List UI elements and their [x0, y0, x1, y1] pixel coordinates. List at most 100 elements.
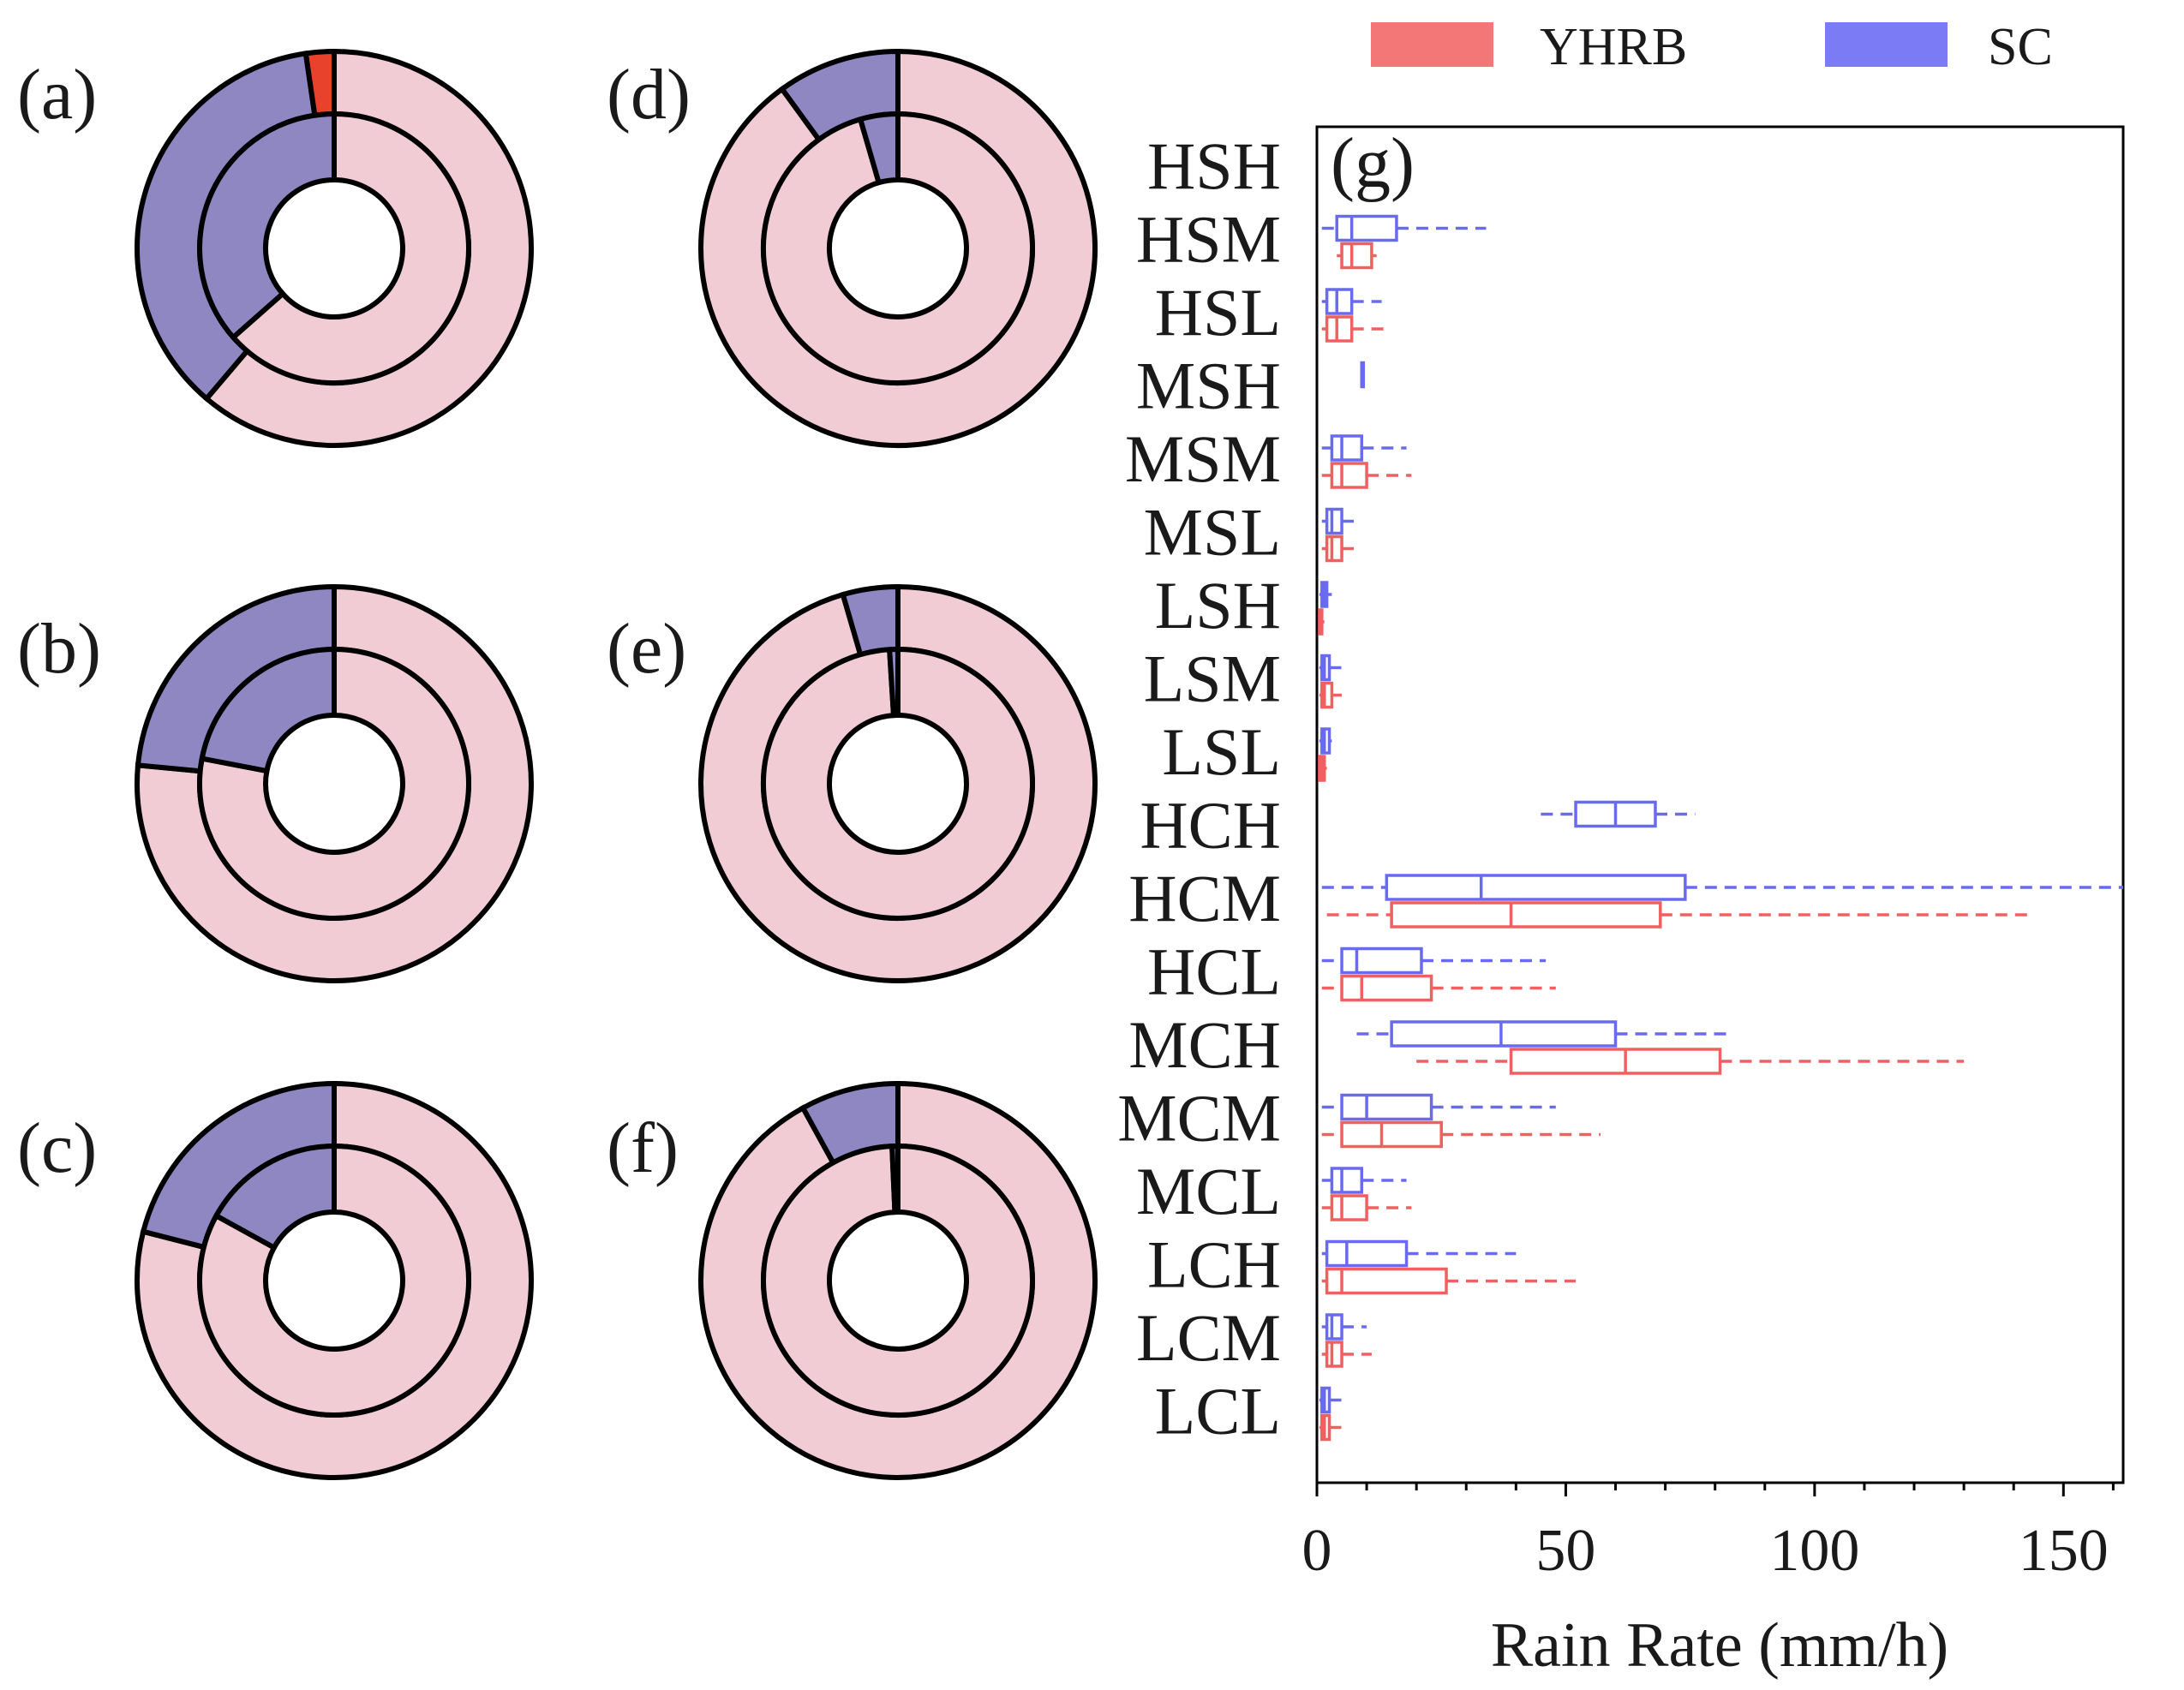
panel-label-a: (a): [17, 55, 97, 134]
box-yhrb-mcl: [1321, 1194, 1412, 1221]
legend: YHRB SC: [1371, 18, 2053, 76]
category-label-mch: MCH: [1128, 1007, 1281, 1082]
iqr-box: [1325, 507, 1343, 535]
box-yhrb-hsm: [1337, 242, 1377, 270]
iqr-box: [1340, 974, 1433, 1002]
x-axis-label: Rain Rate (mm/h): [1491, 1610, 1948, 1681]
box-sc-lcm: [1321, 1313, 1367, 1341]
panel-label-g: (g): [1331, 123, 1415, 203]
donut-inner-slice-pink: [760, 1143, 1035, 1418]
x-tick-label-0: 0: [1302, 1518, 1332, 1584]
iqr-box: [1335, 214, 1398, 242]
box-yhrb-mcm: [1321, 1120, 1601, 1149]
panel-label-d: (d): [607, 55, 691, 134]
iqr-box: [1325, 315, 1354, 343]
category-label-lcm: LCM: [1136, 1300, 1281, 1375]
donut-inner-slice-purple: [197, 110, 337, 342]
iqr-box: [1330, 1194, 1368, 1221]
category-label-mcl: MCL: [1136, 1154, 1281, 1228]
donut-inner-slice-pink: [761, 110, 1035, 385]
iqr-box: [1385, 874, 1687, 901]
box-sc-hcl: [1321, 947, 1547, 975]
box-sc-hch: [1541, 800, 1696, 828]
panel-label-b: (b): [17, 609, 101, 689]
category-label-mcm: MCM: [1117, 1081, 1281, 1156]
category-label-lsl: LSL: [1162, 714, 1281, 789]
iqr-box: [1325, 1313, 1343, 1341]
box-sc-mcl: [1321, 1167, 1407, 1194]
category-label-lch: LCH: [1147, 1227, 1281, 1302]
box-yhrb-lsl: [1318, 755, 1327, 782]
box-sc-hsm: [1321, 214, 1487, 242]
box-sc-mch: [1356, 1020, 1731, 1048]
iqr-box: [1340, 242, 1373, 270]
box-sc-msm: [1321, 434, 1407, 462]
legend-swatch-sc: [1825, 22, 1948, 67]
boxplot-panel: (g) HSHHSMHSLMSHMSMMSLLSHLSMLSLHCHHCMHCL…: [1117, 123, 2125, 1681]
category-label-hch: HCH: [1140, 788, 1281, 863]
category-label-msh: MSH: [1136, 349, 1281, 423]
panel-label-c: (c): [17, 1108, 97, 1188]
box-sc-lsl: [1319, 727, 1332, 755]
donut-chart-e: [698, 583, 1098, 983]
category-label-lcl: LCL: [1155, 1374, 1281, 1448]
category-label-hsl: HSL: [1155, 275, 1281, 349]
box-yhrb-hcl: [1321, 974, 1556, 1002]
donut-chart-b: [135, 583, 534, 983]
donut-inner-slice-purple: [886, 646, 901, 719]
x-tick-label-50: 50: [1535, 1518, 1595, 1584]
x-axis: 0 50 100 150: [1302, 1483, 2115, 1584]
box-yhrb-hcm: [1326, 901, 2034, 929]
box-yhrb-lch: [1321, 1267, 1577, 1295]
category-label-lsm: LSM: [1144, 642, 1281, 716]
iqr-box: [1330, 434, 1364, 462]
donut-inner-slice-purple: [889, 1143, 901, 1215]
legend-swatch-yhrb: [1371, 22, 1493, 67]
donut-inner-slice-purple: [857, 110, 901, 186]
iqr-box: [1325, 1239, 1409, 1268]
box-sc-lch: [1321, 1239, 1517, 1268]
iqr-box: [1325, 288, 1354, 315]
donut-inner-slice-pink: [197, 1143, 471, 1418]
category-label-hsh: HSH: [1147, 128, 1281, 203]
donut-inner-slice-pink: [197, 646, 471, 921]
iqr-box: [1330, 1167, 1364, 1194]
box-yhrb-hsl: [1321, 315, 1387, 343]
box-sc-mcm: [1321, 1093, 1556, 1121]
panel-label-e: (e): [607, 609, 686, 689]
iqr-box: [1330, 462, 1368, 489]
legend-label-yhrb: YHRB: [1540, 18, 1687, 76]
donut-panels: (a) (b) (c) (d) (e) (f): [17, 48, 1098, 1480]
iqr-box: [1340, 947, 1423, 975]
category-label-lsh: LSH: [1155, 568, 1281, 642]
iqr-box: [1509, 1048, 1722, 1075]
box-yhrb-lsh: [1318, 608, 1325, 636]
box-yhrb-lcl: [1319, 1413, 1343, 1442]
donut-inner-slice-pink: [761, 646, 1035, 921]
donut-chart-a: [135, 48, 534, 448]
donut-inner-slice-purple: [199, 646, 337, 774]
plot-frame: [1315, 125, 2125, 1484]
box-sc-lsh: [1319, 581, 1332, 608]
box-sc-lsm: [1319, 654, 1343, 682]
iqr-box: [1325, 1267, 1448, 1295]
iqr-box: [1340, 1093, 1433, 1121]
box-yhrb-lcm: [1321, 1341, 1372, 1368]
box-sc-msl: [1321, 507, 1357, 535]
donut-chart-f: [698, 1080, 1098, 1480]
donut-chart-c: [135, 1080, 534, 1480]
category-label-hcm: HCM: [1128, 861, 1281, 935]
box-sc-hsl: [1321, 288, 1382, 315]
box-yhrb-lsm: [1319, 681, 1343, 709]
donut-inner-slice-pink: [229, 110, 471, 385]
x-tick-label-150: 150: [2019, 1518, 2109, 1584]
category-labels: HSHHSMHSLMSHMSMMSLLSHLSMLSLHCHHCMHCLMCHM…: [1117, 128, 1281, 1448]
iqr-box: [1320, 681, 1334, 709]
category-label-msl: MSL: [1144, 495, 1281, 570]
iqr-box: [1390, 901, 1662, 929]
donut-inner-slice-purple: [212, 1143, 337, 1251]
box-sc-msh: [1360, 361, 1366, 389]
panel-label-f: (f): [607, 1108, 679, 1188]
box-sc-lcl: [1319, 1386, 1343, 1414]
